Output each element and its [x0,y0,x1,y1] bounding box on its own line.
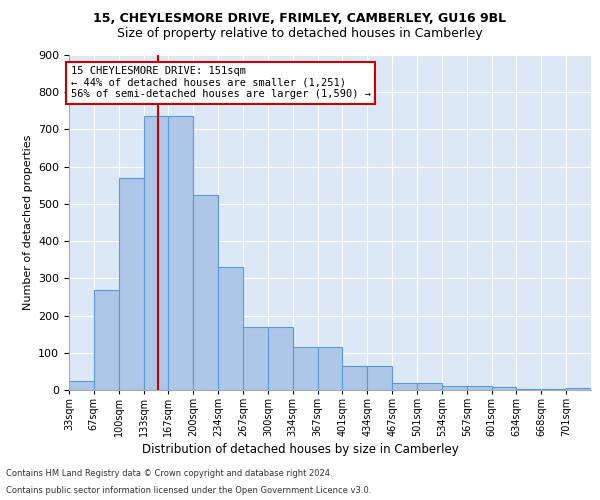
Y-axis label: Number of detached properties: Number of detached properties [23,135,32,310]
Text: Contains HM Land Registry data © Crown copyright and database right 2024.: Contains HM Land Registry data © Crown c… [6,468,332,477]
Bar [69,380,94,390]
Bar [268,326,293,390]
Text: 15, CHEYLESMORE DRIVE, FRIMLEY, CAMBERLEY, GU16 9BL: 15, CHEYLESMORE DRIVE, FRIMLEY, CAMBERLE… [94,12,506,26]
Bar [467,386,491,390]
Text: Distribution of detached houses by size in Camberley: Distribution of detached houses by size … [142,442,458,456]
Bar [517,389,541,390]
Bar [293,347,317,390]
Bar [343,366,367,390]
Bar [417,382,442,390]
Bar [243,326,268,390]
Bar [94,290,119,390]
Bar [143,116,169,390]
Text: 15 CHEYLESMORE DRIVE: 151sqm
← 44% of detached houses are smaller (1,251)
56% of: 15 CHEYLESMORE DRIVE: 151sqm ← 44% of de… [71,66,371,100]
Bar [392,382,417,390]
Text: Size of property relative to detached houses in Camberley: Size of property relative to detached ho… [117,28,483,40]
Bar [367,366,392,390]
Bar [218,267,243,390]
Bar [169,116,193,390]
Bar [119,178,143,390]
Text: Contains public sector information licensed under the Open Government Licence v3: Contains public sector information licen… [6,486,371,495]
Bar [442,386,467,390]
Bar [566,388,591,390]
Bar [317,347,343,390]
Bar [193,194,218,390]
Bar [491,387,517,390]
